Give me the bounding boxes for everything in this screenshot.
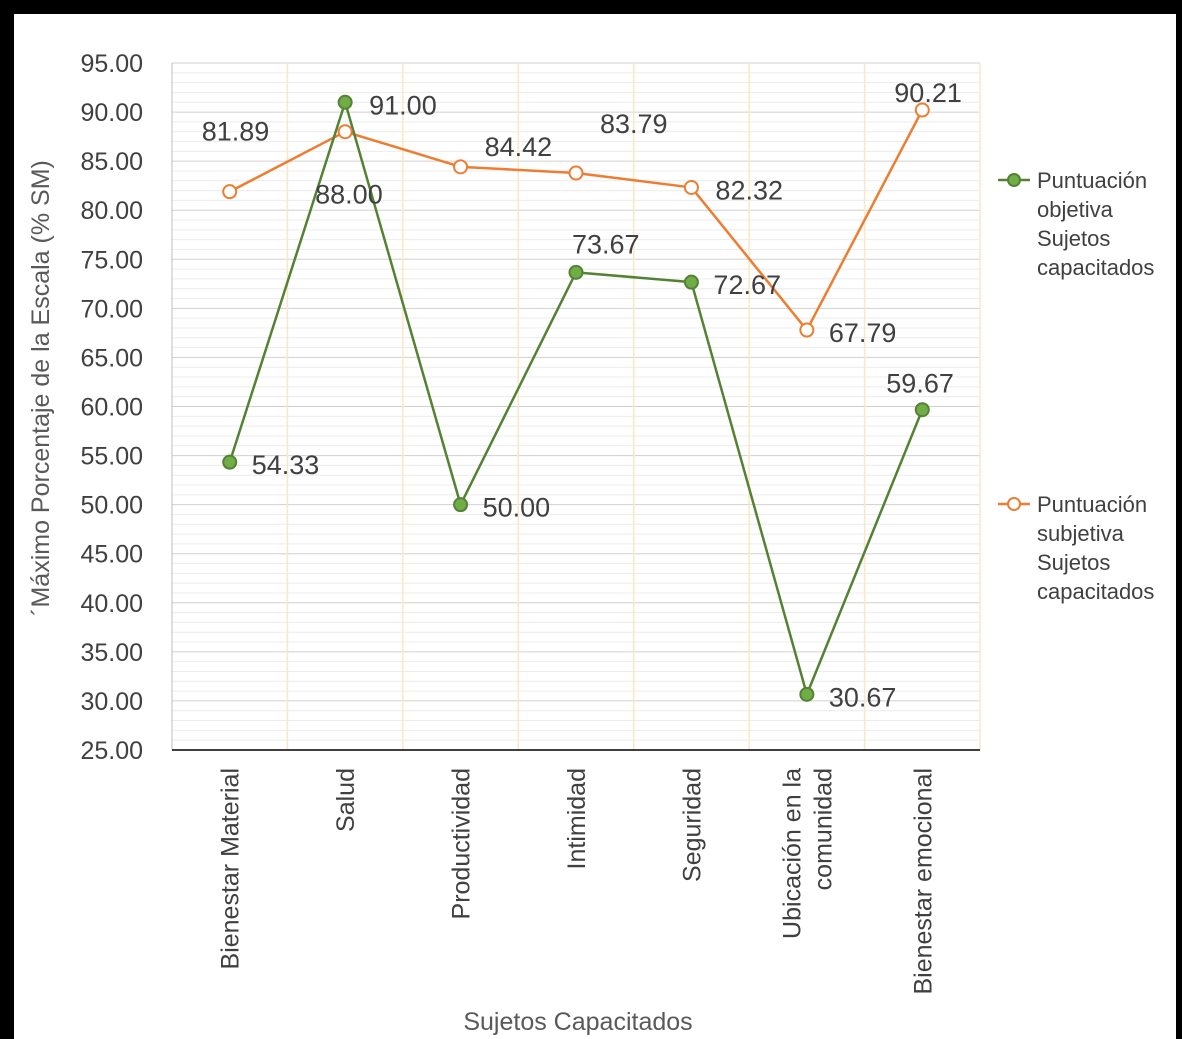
y-tick-label: 95.00	[80, 50, 143, 78]
y-tick-label: 45.00	[80, 541, 143, 569]
y-tick-label: 35.00	[80, 639, 143, 667]
data-point	[568, 264, 584, 280]
data-point	[568, 165, 584, 181]
data-point	[683, 274, 699, 290]
legend-label: capacitados	[1037, 255, 1154, 280]
x-tick-label: Seguridad	[678, 768, 706, 882]
data-point	[337, 124, 353, 140]
x-tick-label: Salud	[332, 768, 360, 832]
y-tick-label: 25.00	[80, 737, 143, 765]
x-tick-label: Intimidad	[563, 768, 591, 869]
x-tick-label: comunidad	[809, 768, 837, 890]
x-axis-tick-labels: Bienestar Material Salud Productividad Inti…	[217, 768, 938, 995]
data-label: 72.67	[713, 270, 781, 300]
legend-label: objetiva	[1037, 197, 1114, 222]
y-axis-title: ´Máximo Porcentaje de la Escala (% SM)	[27, 160, 55, 616]
y-tick-label: 55.00	[80, 443, 143, 471]
y-tick-label: 65.00	[80, 344, 143, 372]
legend-marker	[1007, 173, 1021, 187]
x-axis-title: Sujetos Capacitados	[463, 1008, 692, 1036]
data-label: 90.21	[894, 78, 962, 108]
data-label: 50.00	[483, 493, 551, 523]
data-point	[683, 179, 699, 195]
x-tick-label: Productividad	[448, 768, 476, 919]
legend-label: capacitados	[1037, 579, 1154, 604]
legend-item-1: Puntuación subjetiva Sujetos capacitados	[998, 492, 1154, 604]
legend-label: Puntuación	[1037, 168, 1147, 193]
data-label: 84.42	[485, 132, 553, 162]
y-tick-label: 30.00	[80, 688, 143, 716]
legend-label: subjetiva	[1037, 521, 1125, 546]
legend-label: Sujetos	[1037, 226, 1110, 251]
data-label: 73.67	[572, 229, 640, 259]
data-label: 91.00	[369, 90, 437, 120]
data-point	[453, 497, 469, 513]
major-gridlines	[172, 62, 980, 702]
axes	[171, 63, 980, 751]
legend-item-0: Puntuación objetiva Sujetos capacitados	[998, 168, 1154, 280]
y-tick-label: 50.00	[80, 492, 143, 520]
y-axis-tick-labels: 25.00 30.00 35.00 40.00 45.00 50.00 55.00 60.00…	[80, 50, 143, 765]
series-layer	[222, 94, 930, 702]
y-tick-label: 75.00	[80, 246, 143, 274]
data-point	[799, 322, 815, 338]
data-label: 81.89	[202, 117, 270, 147]
y-tick-label: 85.00	[80, 148, 143, 176]
data-label: 82.32	[715, 175, 783, 205]
x-tick-label: Bienestar Material	[217, 768, 245, 969]
data-labels: 54.33 91.00 50.00 73.67 72.67 30.67 59.67 81.89…	[202, 78, 962, 712]
x-tick-label: Bienestar emocional	[909, 768, 937, 995]
data-point	[914, 102, 930, 118]
y-tick-label: 80.00	[80, 197, 143, 225]
vertical-gridlines	[286, 63, 981, 750]
x-tick-label: Ubicación en la	[778, 768, 806, 939]
data-label: 83.79	[600, 109, 668, 139]
legend-label: Puntuación	[1037, 492, 1147, 517]
y-tick-label: 60.00	[80, 394, 143, 422]
data-point	[453, 159, 469, 175]
data-point	[337, 94, 353, 110]
data-point	[222, 454, 238, 470]
data-point	[799, 686, 815, 702]
data-label: 30.67	[829, 682, 897, 712]
y-tick-label: 70.00	[80, 295, 143, 323]
data-label: 59.67	[886, 369, 954, 399]
data-label: 67.79	[829, 318, 897, 348]
data-label: 54.33	[252, 450, 320, 480]
data-point	[222, 184, 238, 200]
data-label: 88.00	[315, 180, 383, 210]
y-tick-label: 90.00	[80, 99, 143, 127]
legend-label: Sujetos	[1037, 550, 1110, 575]
legend: PuntuaciónobjetivaSujetoscapacitadosPunt…	[998, 168, 1154, 604]
legend-marker	[1007, 497, 1021, 511]
data-point	[914, 402, 930, 418]
y-tick-label: 40.00	[80, 590, 143, 618]
